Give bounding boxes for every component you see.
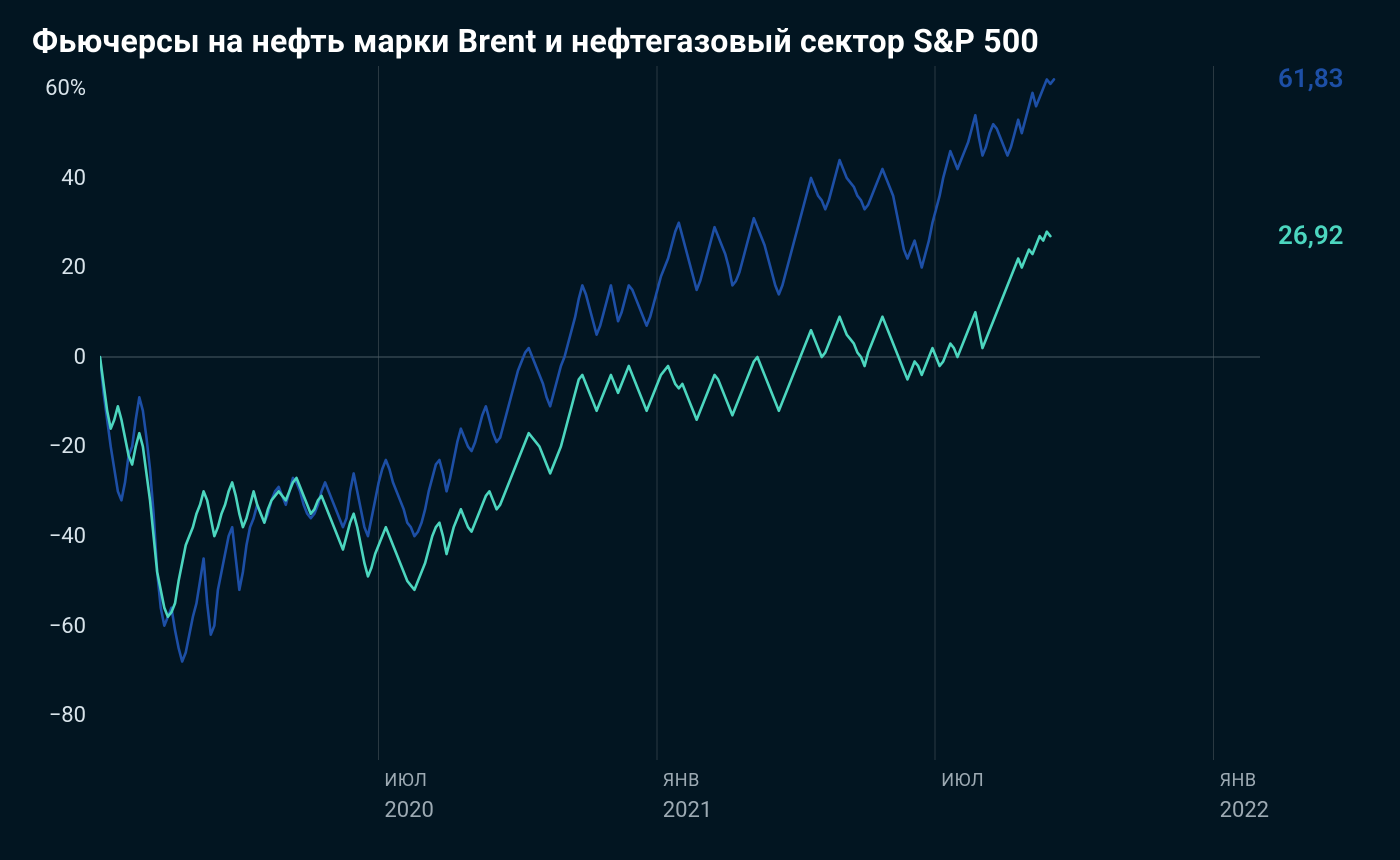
x-year-label: 2021	[663, 798, 712, 823]
chart-title: Фьючерсы на нефть марки Brent и нефтегаз…	[32, 24, 1368, 59]
y-tick-label: −80	[49, 703, 86, 728]
y-tick-label: 0	[74, 345, 86, 370]
series-end-label-sp500-energy: 26,92	[1278, 221, 1344, 251]
y-tick-label: 60%	[45, 76, 86, 101]
x-month-label: ИЮЛ	[941, 770, 984, 791]
x-year-label: 2020	[384, 798, 433, 823]
y-tick-label: −40	[49, 524, 86, 549]
x-month-label: ЯНВ	[1220, 770, 1257, 791]
y-tick-label: −60	[49, 614, 86, 639]
y-tick-label: −20	[49, 434, 86, 459]
series-sp500-energy	[100, 232, 1050, 617]
x-year-label: 2022	[1220, 798, 1269, 823]
x-month-label: ЯНВ	[663, 770, 700, 791]
chart-plot-area	[100, 66, 1260, 760]
chart-svg	[100, 66, 1260, 760]
series-end-label-brent: 61,83	[1278, 64, 1344, 94]
x-month-label: ИЮЛ	[384, 770, 427, 791]
y-tick-label: 40	[61, 166, 86, 191]
y-tick-label: 20	[61, 255, 86, 280]
